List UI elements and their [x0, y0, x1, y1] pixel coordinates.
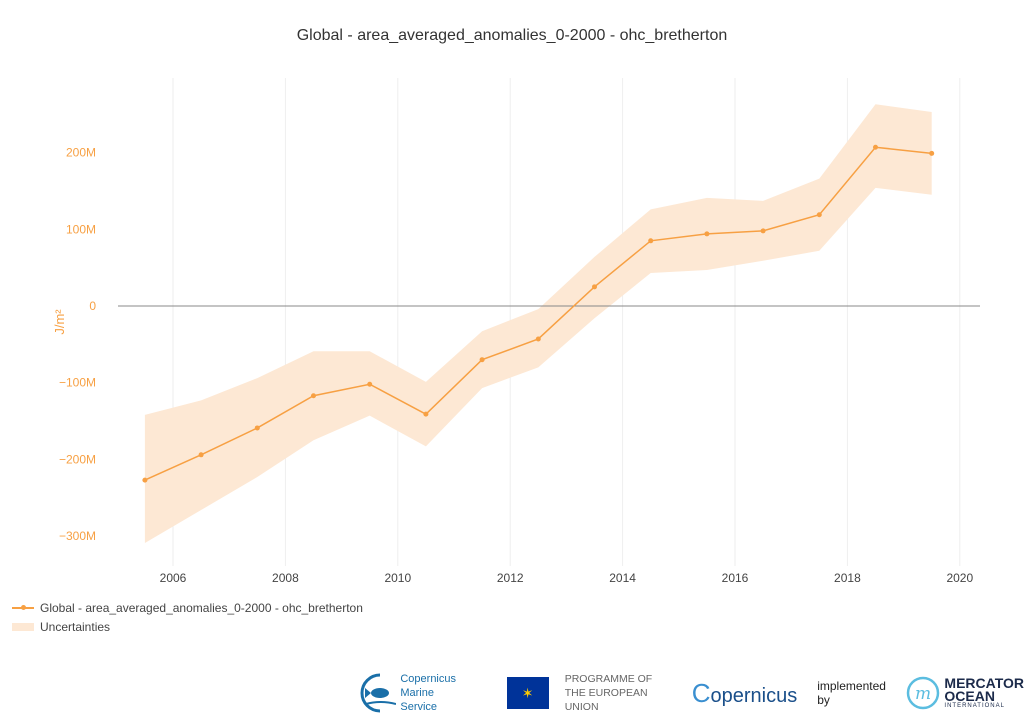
eu-flag-icon: ✶	[506, 677, 549, 709]
chart: Global - area_averaged_anomalies_0-2000 …	[52, 27, 980, 585]
data-point[interactable]	[423, 411, 429, 417]
legend-label-uncertainties: Uncertainties	[40, 619, 111, 634]
legend-item-series[interactable]: Global - area_averaged_anomalies_0-2000 …	[12, 598, 363, 617]
programme-line2: THE EUROPEAN UNION	[564, 687, 648, 713]
data-point[interactable]	[592, 284, 597, 290]
y-tick-label: −300M	[59, 529, 96, 543]
programme-line1: PROGRAMME OF	[564, 673, 653, 685]
data-point[interactable]	[479, 357, 485, 363]
data-point[interactable]	[760, 228, 766, 234]
copernicus-text: opernicus	[710, 684, 798, 707]
mercator-line1: MERCATOR	[944, 675, 1024, 691]
y-tick-label: 200M	[66, 146, 96, 160]
data-point[interactable]	[535, 336, 541, 342]
copernicus-logo: Copernicus	[691, 677, 798, 708]
data-point[interactable]	[873, 144, 878, 150]
band-swatch-icon	[12, 622, 34, 631]
implemented-by-text: implemented by	[817, 679, 886, 707]
data-point[interactable]	[254, 425, 260, 431]
uncertainty-band	[144, 104, 932, 544]
x-tick-label: 2018	[834, 571, 861, 585]
x-tick-label: 2016	[722, 571, 749, 585]
x-tick-label: 2010	[384, 571, 411, 585]
data-point[interactable]	[816, 212, 822, 218]
x-tick-label: 2020	[946, 571, 973, 585]
x-tick-label: 2014	[609, 571, 636, 585]
legend-label-series: Global - area_averaged_anomalies_0-2000 …	[40, 600, 363, 615]
y-axis-label: J/m²	[52, 309, 67, 335]
svg-text:m: m	[915, 684, 931, 704]
x-tick-label: 2012	[497, 571, 524, 585]
data-point[interactable]	[198, 452, 204, 458]
x-tick-label: 2006	[160, 571, 187, 585]
data-point[interactable]	[142, 477, 148, 483]
footer-logos: Copernicus Marine Service ✶ PROGRAMME OF T…	[360, 668, 1024, 718]
data-point[interactable]	[929, 150, 935, 156]
copernicus-marine-logo: Copernicus Marine Service	[360, 672, 471, 714]
chart-title: Global - area_averaged_anomalies_0-2000 …	[297, 27, 728, 44]
y-tick-label: 100M	[66, 222, 96, 236]
mercator-line2: OCEAN	[944, 688, 995, 704]
mercator-logo: m MERCATOR OCEAN INTERNATIONAL	[906, 676, 1024, 710]
legend[interactable]: Global - area_averaged_anomalies_0-2000 …	[12, 598, 363, 636]
x-tick-label: 2008	[272, 571, 299, 585]
cms-line1: Copernicus	[400, 673, 456, 685]
data-point[interactable]	[648, 238, 654, 244]
y-tick-label: −100M	[59, 376, 96, 390]
data-point[interactable]	[367, 381, 373, 387]
data-point[interactable]	[311, 393, 316, 399]
line-swatch-icon	[12, 603, 34, 613]
mercator-line3: INTERNATIONAL	[944, 703, 1005, 709]
data-point[interactable]	[704, 231, 710, 237]
y-tick-label: −200M	[59, 452, 96, 466]
mercator-m-icon: m	[907, 676, 940, 710]
cms-line2: Marine Service	[400, 687, 438, 713]
y-tick-label: 0	[89, 299, 96, 313]
legend-item-uncertainties[interactable]: Uncertainties	[12, 617, 363, 636]
fish-icon	[360, 673, 397, 713]
